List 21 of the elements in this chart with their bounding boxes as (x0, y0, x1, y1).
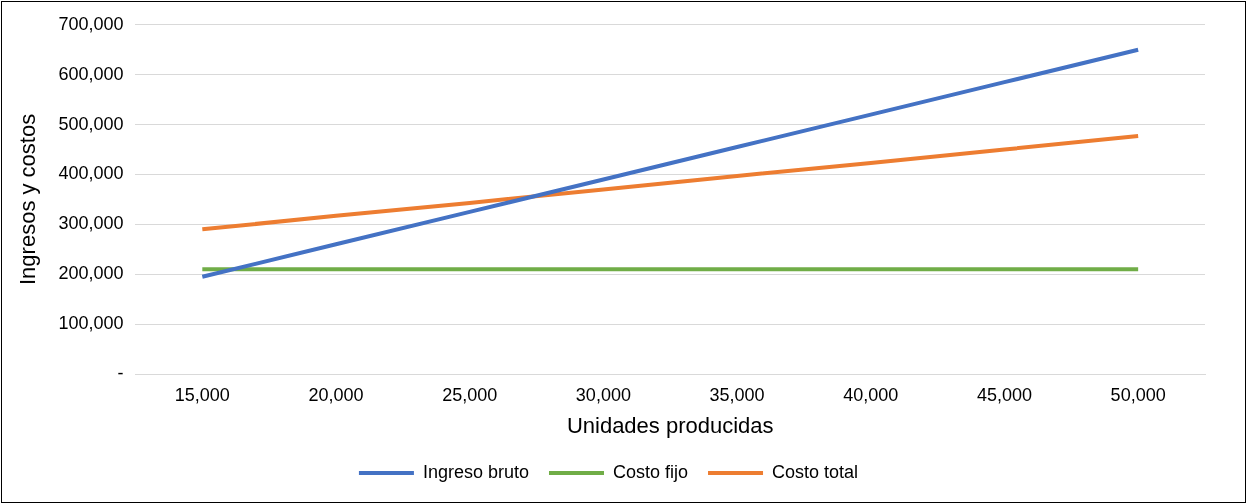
x-tick-label: 40,000 (843, 384, 899, 405)
legend-label: Ingreso bruto (422, 461, 530, 482)
y-tick-label: 500,000 (58, 113, 124, 134)
y-tick-label: 200,000 (58, 263, 124, 284)
x-axis-title: Unidades producidas (566, 412, 774, 438)
legend-label: Costo fijo (612, 461, 689, 482)
x-tick-label: 50,000 (1110, 384, 1166, 405)
x-tick-label: 35,000 (709, 384, 765, 405)
x-tick-label: 45,000 (976, 384, 1032, 405)
x-tick-label: 30,000 (575, 384, 631, 405)
y-tick-label: 400,000 (58, 163, 124, 184)
y-tick-label: 100,000 (58, 313, 124, 334)
x-tick-label: 20,000 (308, 384, 364, 405)
legend-label: Costo total (772, 461, 859, 482)
y-tick-label: 300,000 (58, 213, 124, 234)
y-tick-label: 700,000 (58, 13, 124, 34)
y-tick-label: - (117, 362, 124, 383)
y-tick-label: 600,000 (58, 63, 124, 84)
x-tick-label: 25,000 (442, 384, 498, 405)
x-tick-label: 15,000 (174, 384, 230, 405)
y-axis-title: Ingresos y costos (15, 113, 41, 285)
